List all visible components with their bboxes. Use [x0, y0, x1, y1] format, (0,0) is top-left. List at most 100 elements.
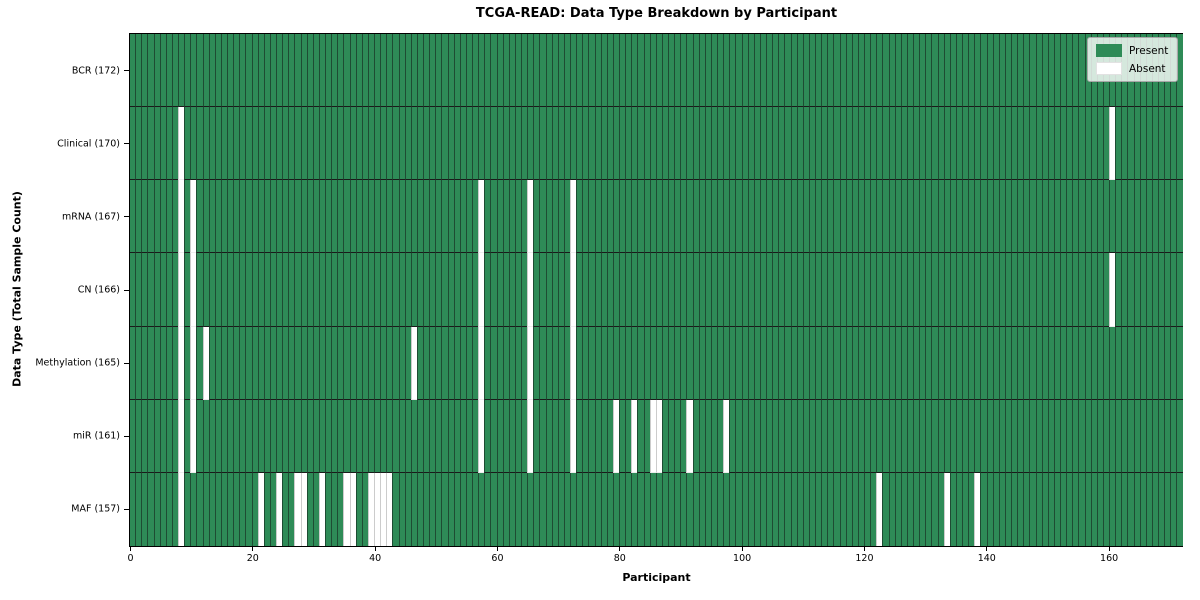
cell-present: [1041, 107, 1048, 181]
cell-present: [790, 107, 797, 181]
cell-absent: [570, 180, 577, 254]
cell-present: [294, 326, 301, 400]
cell-present: [1053, 107, 1060, 181]
cell-present: [1151, 472, 1158, 546]
cell-present: [588, 399, 595, 473]
cell-present: [374, 253, 381, 327]
cell-present: [1170, 326, 1177, 400]
cell-present: [882, 472, 889, 546]
cell-present: [1060, 180, 1067, 254]
cell-present: [796, 34, 803, 108]
cell-present: [306, 472, 313, 546]
cell-present: [502, 253, 509, 327]
cell-present: [220, 326, 227, 400]
cell-present: [496, 399, 503, 473]
cell-present: [943, 34, 950, 108]
cell-present: [649, 253, 656, 327]
cell-present: [306, 34, 313, 108]
cell-present: [864, 34, 871, 108]
x-tick-mark: [252, 547, 254, 551]
cell-present: [839, 34, 846, 108]
cell-present: [864, 472, 871, 546]
cell-present: [147, 180, 154, 254]
cell-present: [790, 326, 797, 400]
cell-present: [1072, 107, 1079, 181]
cell-present: [888, 180, 895, 254]
cell-present: [606, 180, 613, 254]
cell-present: [986, 472, 993, 546]
cell-present: [1164, 180, 1171, 254]
cell-present: [472, 399, 479, 473]
cell-present: [857, 253, 864, 327]
cell-present: [870, 107, 877, 181]
cell-present: [355, 399, 362, 473]
cell-present: [165, 253, 172, 327]
cell-present: [919, 472, 926, 546]
cell-present: [539, 107, 546, 181]
cell-present: [1164, 253, 1171, 327]
cell-present: [1139, 472, 1146, 546]
cell-present: [974, 180, 981, 254]
cell-present: [913, 472, 920, 546]
cell-present: [367, 326, 374, 400]
cell-present: [729, 107, 736, 181]
heatmap-row-bcr: [130, 34, 1183, 108]
cell-present: [159, 399, 166, 473]
cell-present: [153, 253, 160, 327]
cell-present: [827, 107, 834, 181]
cell-absent: [349, 472, 356, 546]
y-tick-label: miR (161): [72, 430, 120, 442]
cell-present: [1096, 472, 1103, 546]
cell-present: [276, 180, 283, 254]
cell-present: [1121, 253, 1128, 327]
cell-present: [343, 253, 350, 327]
cell-present: [612, 34, 619, 108]
cell-present: [282, 472, 289, 546]
cell-present: [521, 34, 528, 108]
cell-present: [986, 253, 993, 327]
cell-present: [655, 180, 662, 254]
cell-present: [717, 399, 724, 473]
cell-present: [539, 326, 546, 400]
cell-present: [1096, 399, 1103, 473]
x-tick-mark: [741, 547, 743, 551]
cell-present: [1133, 107, 1140, 181]
cell-present: [962, 472, 969, 546]
cell-present: [257, 180, 264, 254]
cell-present: [778, 107, 785, 181]
cell-present: [962, 326, 969, 400]
cell-absent: [686, 399, 693, 473]
cell-absent: [374, 472, 381, 546]
cell-present: [998, 472, 1005, 546]
cell-present: [300, 180, 307, 254]
cell-present: [263, 472, 270, 546]
y-tick-label: Methylation (165): [35, 357, 120, 369]
cell-present: [374, 326, 381, 400]
cell-present: [968, 399, 975, 473]
cell-present: [747, 326, 754, 400]
cell-present: [808, 472, 815, 546]
cell-present: [141, 253, 148, 327]
cell-present: [423, 472, 430, 546]
cell-present: [465, 107, 472, 181]
cell-present: [1078, 180, 1085, 254]
cell-present: [435, 107, 442, 181]
cell-present: [453, 326, 460, 400]
cell-present: [845, 326, 852, 400]
cell-present: [1115, 472, 1122, 546]
cell-present: [269, 399, 276, 473]
cell-present: [1029, 180, 1036, 254]
y-tick-label: MAF (157): [71, 503, 120, 515]
cell-present: [465, 253, 472, 327]
cell-present: [1084, 107, 1091, 181]
cell-present: [404, 180, 411, 254]
cell-present: [1047, 107, 1054, 181]
cell-present: [245, 399, 252, 473]
cell-present: [1151, 107, 1158, 181]
cell-present: [435, 326, 442, 400]
cell-present: [374, 180, 381, 254]
cell-present: [919, 399, 926, 473]
cell-present: [276, 399, 283, 473]
cell-present: [888, 107, 895, 181]
cell-present: [269, 326, 276, 400]
